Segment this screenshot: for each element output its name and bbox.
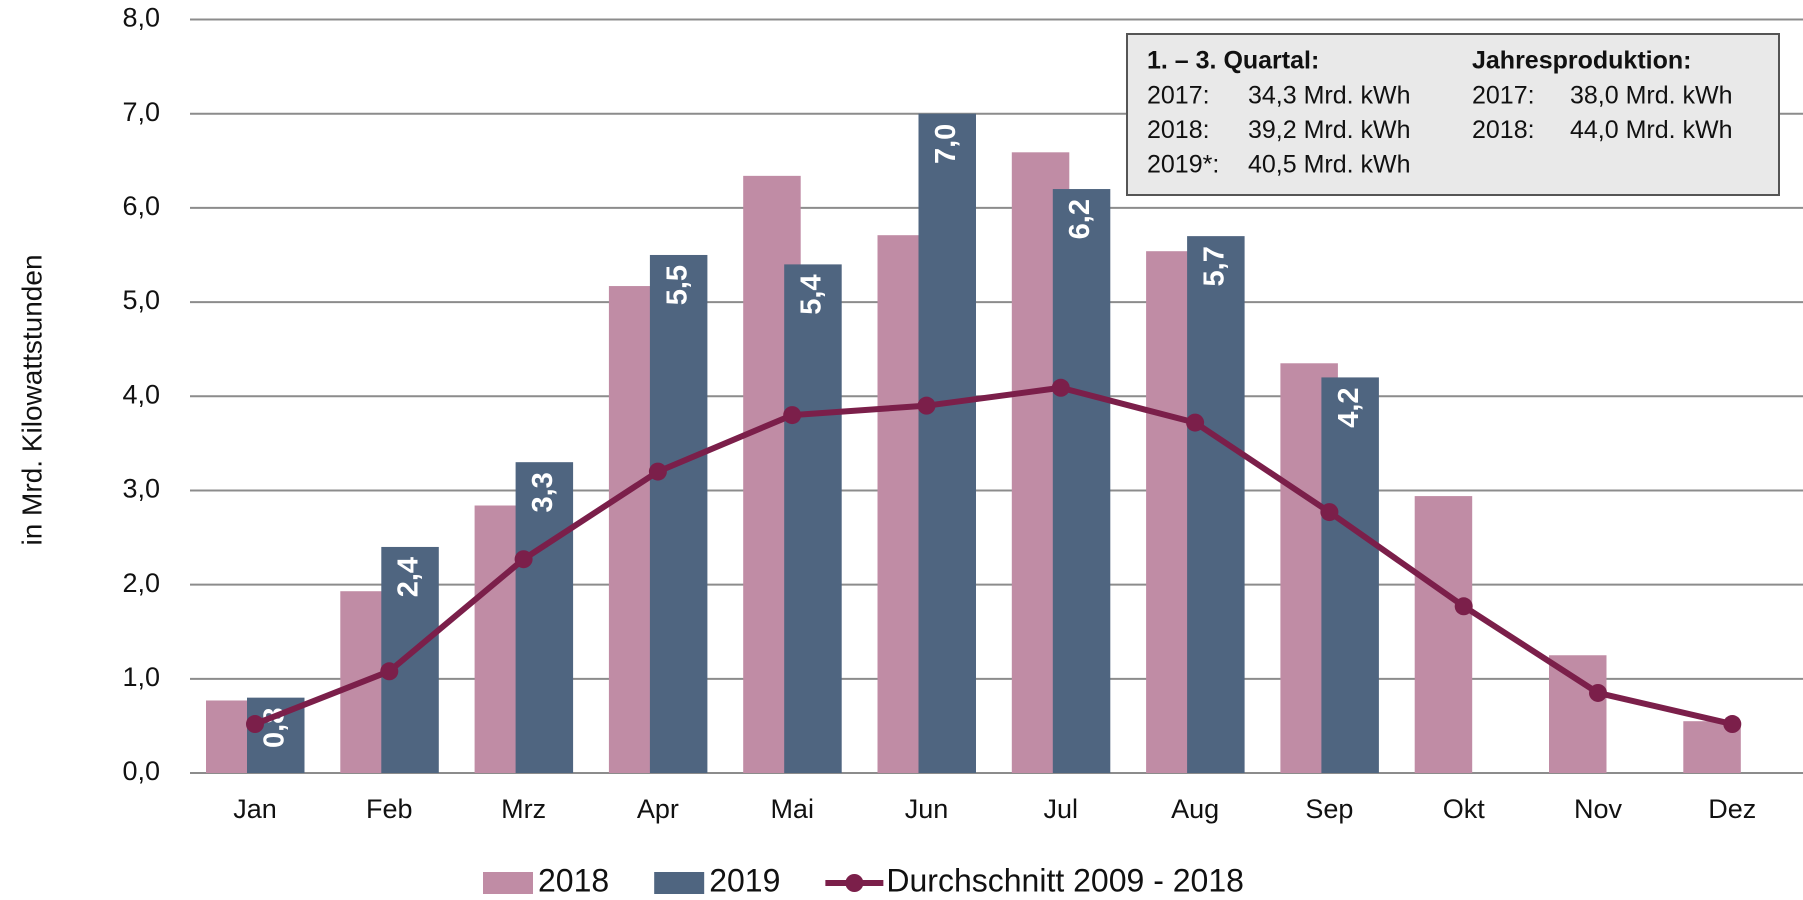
info-year: 2017: [1147, 82, 1210, 110]
info-year: 2018: [1147, 116, 1210, 144]
info-year: 2018: [1472, 116, 1535, 144]
y-tick-label: 5,0 [122, 285, 160, 315]
value-label: 3,3 [527, 472, 559, 512]
legend-marker [845, 874, 864, 892]
line-marker [783, 406, 802, 425]
info-value: 34,3 Mrd. kWh [1248, 82, 1411, 110]
line-marker [1454, 597, 1473, 616]
x-tick-label: Sep [1305, 794, 1353, 824]
info-year: 2019*: [1147, 151, 1219, 179]
info-box-frame [1126, 33, 1780, 196]
line-marker [514, 550, 533, 569]
y-tick-label: 6,0 [122, 191, 160, 221]
x-tick-label: Jan [233, 794, 277, 824]
x-tick-label: Jun [905, 794, 949, 824]
x-tick-label: Mai [770, 794, 814, 824]
legend-label: 2019 [709, 862, 780, 898]
y-tick-label: 2,0 [122, 568, 160, 598]
bar [1321, 377, 1379, 773]
info-heading: 1. – 3. Quartal: [1147, 47, 1319, 75]
bar [1187, 236, 1245, 774]
y-tick-label: 7,0 [122, 97, 160, 127]
info-value: 39,2 Mrd. kWh [1248, 116, 1411, 144]
bar [1414, 496, 1473, 773]
info-year: 2017: [1472, 82, 1535, 110]
value-label: 4,2 [1333, 387, 1365, 427]
line-marker [1320, 503, 1339, 522]
bar [1052, 189, 1111, 774]
x-tick-label: Aug [1171, 794, 1219, 824]
value-label: 5,4 [796, 274, 828, 314]
line-marker [380, 662, 399, 681]
line-marker [917, 396, 936, 415]
bar [649, 254, 708, 773]
y-tick-label: 4,0 [122, 379, 160, 409]
legend-label: Durchschnitt 2009 - 2018 [886, 862, 1244, 898]
bar [784, 264, 842, 773]
info-value: 38,0 Mrd. kWh [1570, 82, 1733, 110]
bar [1549, 655, 1607, 773]
x-tick-label: Dez [1708, 794, 1756, 824]
line-marker [1589, 683, 1607, 702]
info-box: 1. – 3. Quartal: 2017: 34,3 Mrd. kWh 2018: 3… [1126, 33, 1780, 196]
line [253, 384, 1733, 727]
info-value: 44,0 Mrd. kWh [1570, 116, 1733, 144]
x-tick-label: Apr [637, 794, 679, 824]
x-tick-label: Jul [1044, 794, 1079, 824]
y-axis-label: in Mrd. Kilowattstunden [16, 254, 47, 545]
value-label: 6,2 [1064, 199, 1096, 239]
line-marker [1723, 715, 1742, 734]
legend-swatch [654, 872, 705, 894]
legend-label: 2018 [538, 862, 609, 898]
y-tick-label: 0,0 [122, 756, 160, 786]
line-marker [1186, 413, 1205, 432]
x-tick-label: Feb [366, 794, 413, 824]
bar [515, 462, 574, 773]
info-heading: Jahresproduktion: [1472, 47, 1691, 75]
x-tick-label: Nov [1574, 794, 1623, 824]
value-label: 5,7 [1199, 246, 1231, 286]
value-label: 7,0 [930, 124, 962, 164]
line-marker [246, 715, 264, 734]
x-tick-label: Okt [1443, 794, 1486, 824]
info-value: 40,5 Mrd. kWh [1248, 151, 1411, 179]
legend-swatch [483, 872, 533, 894]
bar [918, 113, 976, 773]
x-tick-label: Mrz [501, 794, 546, 824]
value-label: 2,4 [393, 557, 425, 597]
y-tick-label: 8,0 [122, 3, 160, 33]
y-tick-label: 1,0 [122, 662, 160, 692]
y-tick-label: 3,0 [122, 474, 160, 504]
line-marker [1051, 378, 1070, 397]
line-marker [648, 462, 667, 481]
value-label: 5,5 [661, 265, 693, 305]
bar [381, 546, 439, 773]
